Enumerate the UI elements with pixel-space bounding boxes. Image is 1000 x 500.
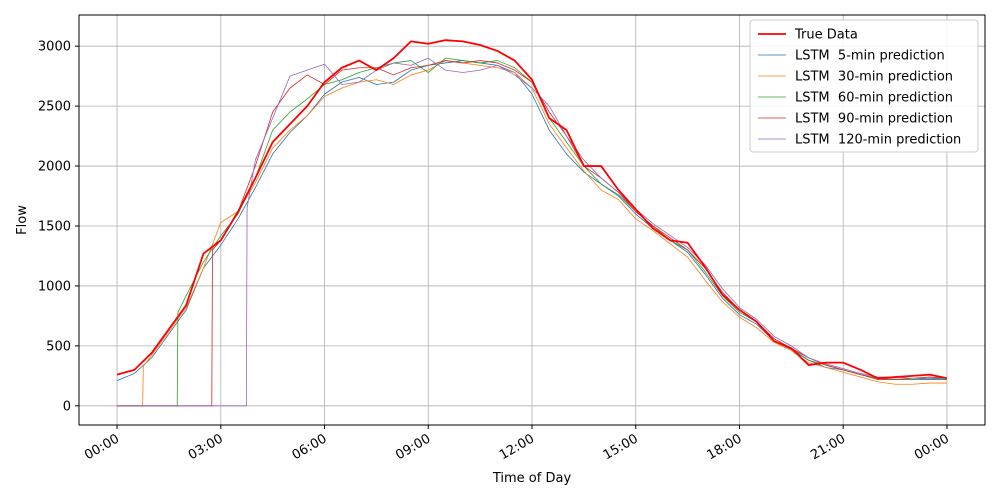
y-tick-label: 1500 — [38, 219, 71, 234]
y-tick-label: 1000 — [38, 279, 71, 294]
legend-label: LSTM 60-min prediction — [795, 91, 953, 106]
legend-label: True Data — [794, 28, 858, 43]
x-tick-label: 00:00 — [912, 431, 952, 463]
series-line-0 — [116, 39, 948, 380]
y-tick-label: 2500 — [38, 100, 71, 115]
x-tick-label: 06:00 — [290, 431, 330, 463]
legend-label: LSTM 30-min prediction — [795, 70, 953, 85]
y-axis-label: Flow — [15, 205, 30, 235]
legend-label: LSTM 120-min prediction — [795, 133, 961, 148]
x-tick-label: 15:00 — [601, 431, 641, 463]
x-axis-label: Time of Day — [492, 471, 572, 486]
x-tick-label: 00:00 — [82, 431, 122, 463]
y-tick-label: 2000 — [38, 160, 71, 175]
legend-label: LSTM 90-min prediction — [795, 112, 953, 127]
legend-label: LSTM 5-min prediction — [795, 49, 945, 64]
x-tick-label: 09:00 — [393, 431, 433, 463]
legend: True Data LSTM 5-min prediction LSTM 30-mi… — [749, 19, 979, 153]
x-tick-label: 12:00 — [497, 431, 537, 463]
x-tick-label: 18:00 — [705, 431, 745, 463]
y-tick-label: 0 — [63, 399, 71, 414]
y-tick-label: 500 — [46, 339, 71, 354]
y-tick-label: 3000 — [38, 40, 71, 55]
grid-layer — [79, 15, 985, 425]
x-tick-label: 21:00 — [808, 431, 848, 463]
series-layer — [116, 39, 948, 407]
x-tick-label: 03:00 — [186, 431, 226, 463]
legend-box — [749, 19, 979, 153]
series-line-5 — [117, 57, 947, 407]
